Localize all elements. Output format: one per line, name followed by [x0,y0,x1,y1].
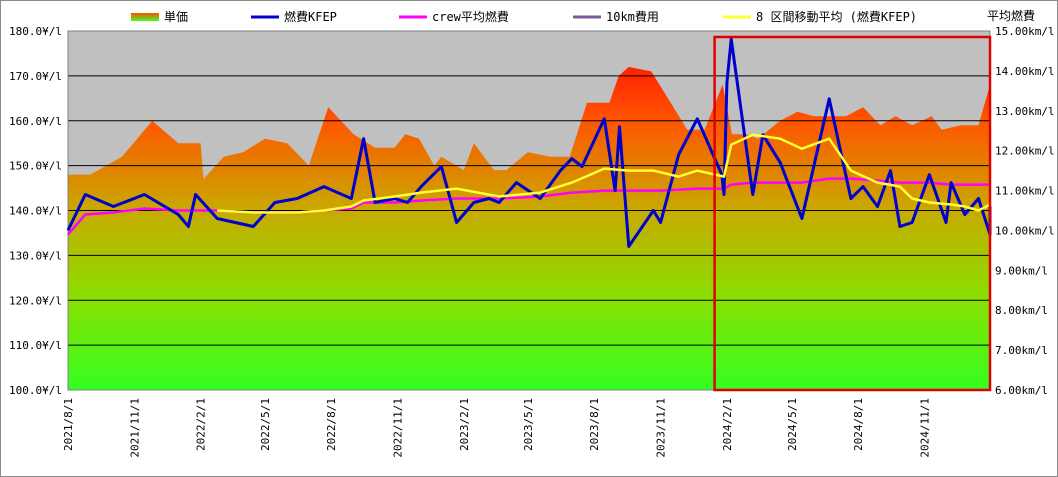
right-tick-label: 14.00km/l [995,65,1055,78]
right-tick-label: 9.00km/l [995,264,1048,277]
left-tick-label: 130.0¥/l [9,249,62,262]
left-tick-label: 180.0¥/l [9,25,62,38]
left-tick-label: 160.0¥/l [9,115,62,128]
x-tick-label: 2022/2/1 [195,398,208,451]
x-tick-label: 2022/8/1 [325,398,338,451]
left-tick-label: 150.0¥/l [9,160,62,173]
x-tick-label: 2022/5/1 [259,398,272,451]
x-tick-label: 2023/5/1 [522,398,535,451]
right-tick-label: 6.00km/l [995,384,1048,397]
legend-swatch [131,13,159,21]
x-tick-label: 2023/8/1 [588,398,601,451]
left-tick-label: 140.0¥/l [9,205,62,218]
x-tick-label: 2021/11/1 [128,398,141,458]
x-tick-label: 2023/2/1 [458,398,471,451]
x-tick-label: 2024/11/1 [918,398,931,458]
right-tick-label: 15.00km/l [995,25,1055,38]
x-tick-label: 2023/11/1 [655,398,668,458]
right-tick-label: 12.00km/l [995,145,1055,158]
right-tick-label: 11.00km/l [995,185,1055,198]
highlight-box [713,35,992,392]
legend-label: 8 区間移動平均 (燃費KFEP) [756,9,917,24]
left-tick-label: 170.0¥/l [9,70,62,83]
legend-item: 10km費用 [573,9,659,24]
left-tick-label: 100.0¥/l [9,384,62,397]
kfep-line [66,37,992,248]
left-tick-label: 120.0¥/l [9,294,62,307]
legend-label: 単価 [164,10,188,24]
x-tick-label: 2021/8/1 [62,398,75,451]
right-tick-label: 10.00km/l [995,224,1055,237]
right-tick-label: 7.00km/l [995,344,1048,357]
x-tick-label: 2024/8/1 [852,398,865,451]
legend-label: 燃費KFEP [284,9,337,24]
left-tick-label: 110.0¥/l [9,339,62,352]
x-tick-label: 2022/11/1 [391,398,404,458]
right-tick-label: 13.00km/l [995,105,1055,118]
right-axis-title: 平均燃費 [987,8,1035,23]
legend-item: crew平均燃費 [399,9,509,24]
legend-item: 単価 [131,10,188,24]
x-tick-label: 2024/2/1 [721,398,734,451]
legend-item: 燃費KFEP [251,9,337,24]
right-tick-label: 8.00km/l [995,304,1048,317]
legend-label: crew平均燃費 [432,9,509,24]
moving-average-line [217,133,991,214]
legend-label: 10km費用 [606,9,659,24]
x-tick-label: 2024/5/1 [786,398,799,451]
legend-item: 8 区間移動平均 (燃費KFEP) [723,9,917,24]
